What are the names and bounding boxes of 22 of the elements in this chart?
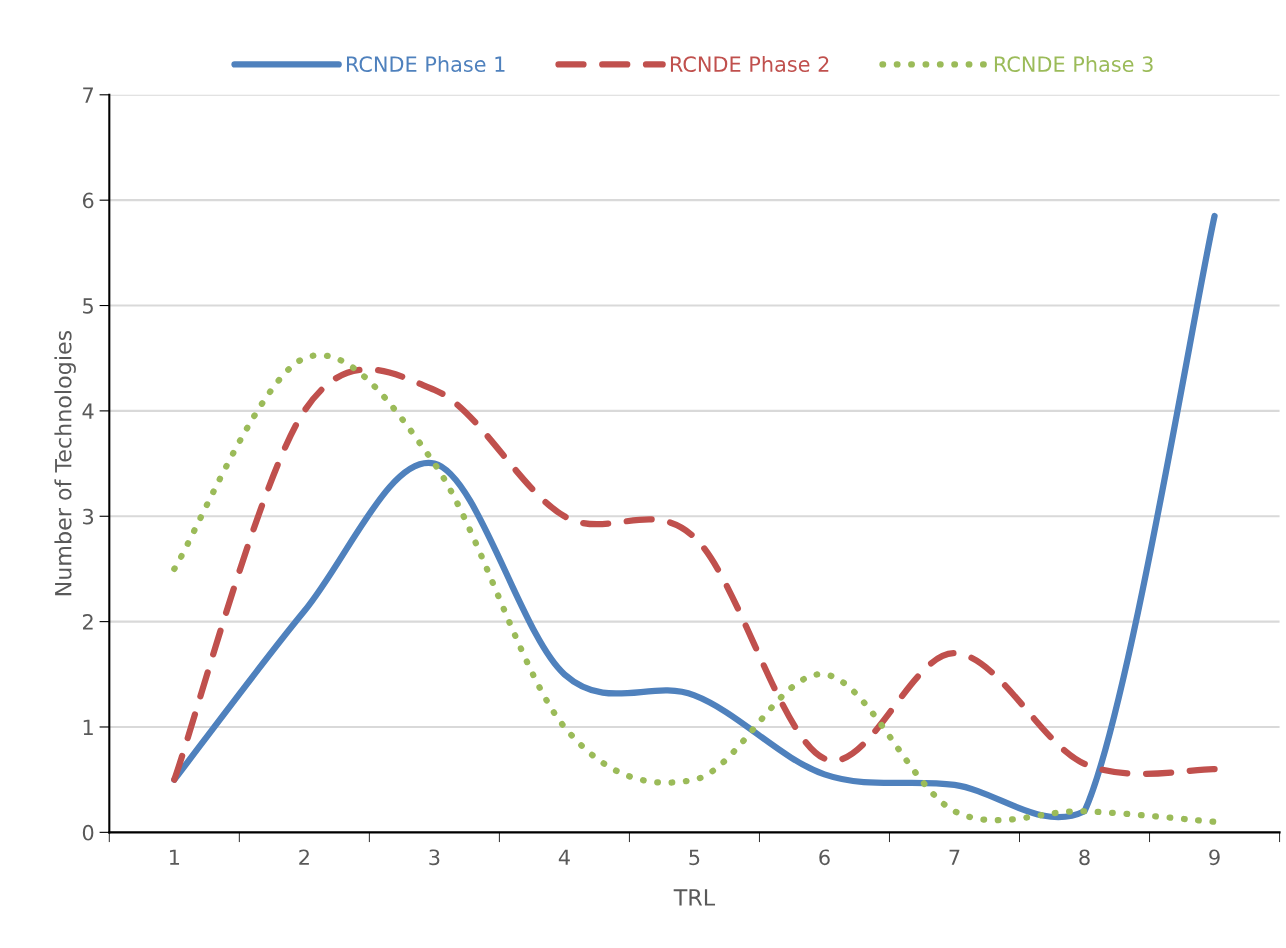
x-tick-label: 8 [1079, 849, 1090, 866]
x-tick-label: 5 [689, 849, 700, 866]
y-tick-label: 2 [83, 614, 93, 630]
text: RCNDE Phase 2 [670, 55, 829, 73]
y-tick-label: 6 [82, 192, 94, 209]
y-tick-label: 3 [83, 508, 94, 525]
text: RCNDE Phase 3 [994, 55, 1153, 73]
y-axis-title: Number of Technologies [54, 330, 76, 596]
x-tick-label: 9 [1209, 849, 1220, 866]
x-tick-label: 2 [299, 849, 309, 865]
y-tick-label: 1 [83, 719, 93, 735]
x-tick-label: 6 [819, 849, 830, 866]
x-tick-label: 1 [169, 849, 180, 865]
y-tick-label: 5 [83, 298, 93, 314]
x-tick-label: 7 [949, 849, 960, 865]
y-tick-label: 0 [82, 824, 94, 841]
x-axis-title: TRL [673, 889, 716, 906]
y-tick-label: 7 [83, 87, 93, 103]
text: RCNDE Phase 1 [346, 55, 505, 73]
y-tick-label: 4 [82, 403, 94, 419]
x-tick-label: 4 [558, 849, 570, 865]
x-tick-label: 3 [429, 849, 440, 866]
